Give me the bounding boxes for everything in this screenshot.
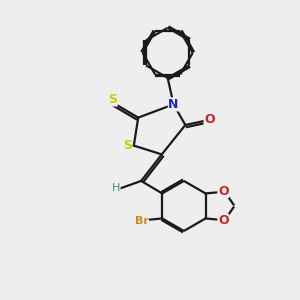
Text: N: N <box>168 98 179 111</box>
Text: S: S <box>123 139 132 152</box>
Text: O: O <box>218 214 229 227</box>
Text: S: S <box>108 93 117 106</box>
Text: O: O <box>204 112 215 126</box>
Text: H: H <box>112 183 120 193</box>
Text: O: O <box>218 184 229 198</box>
Text: Br: Br <box>135 216 148 226</box>
